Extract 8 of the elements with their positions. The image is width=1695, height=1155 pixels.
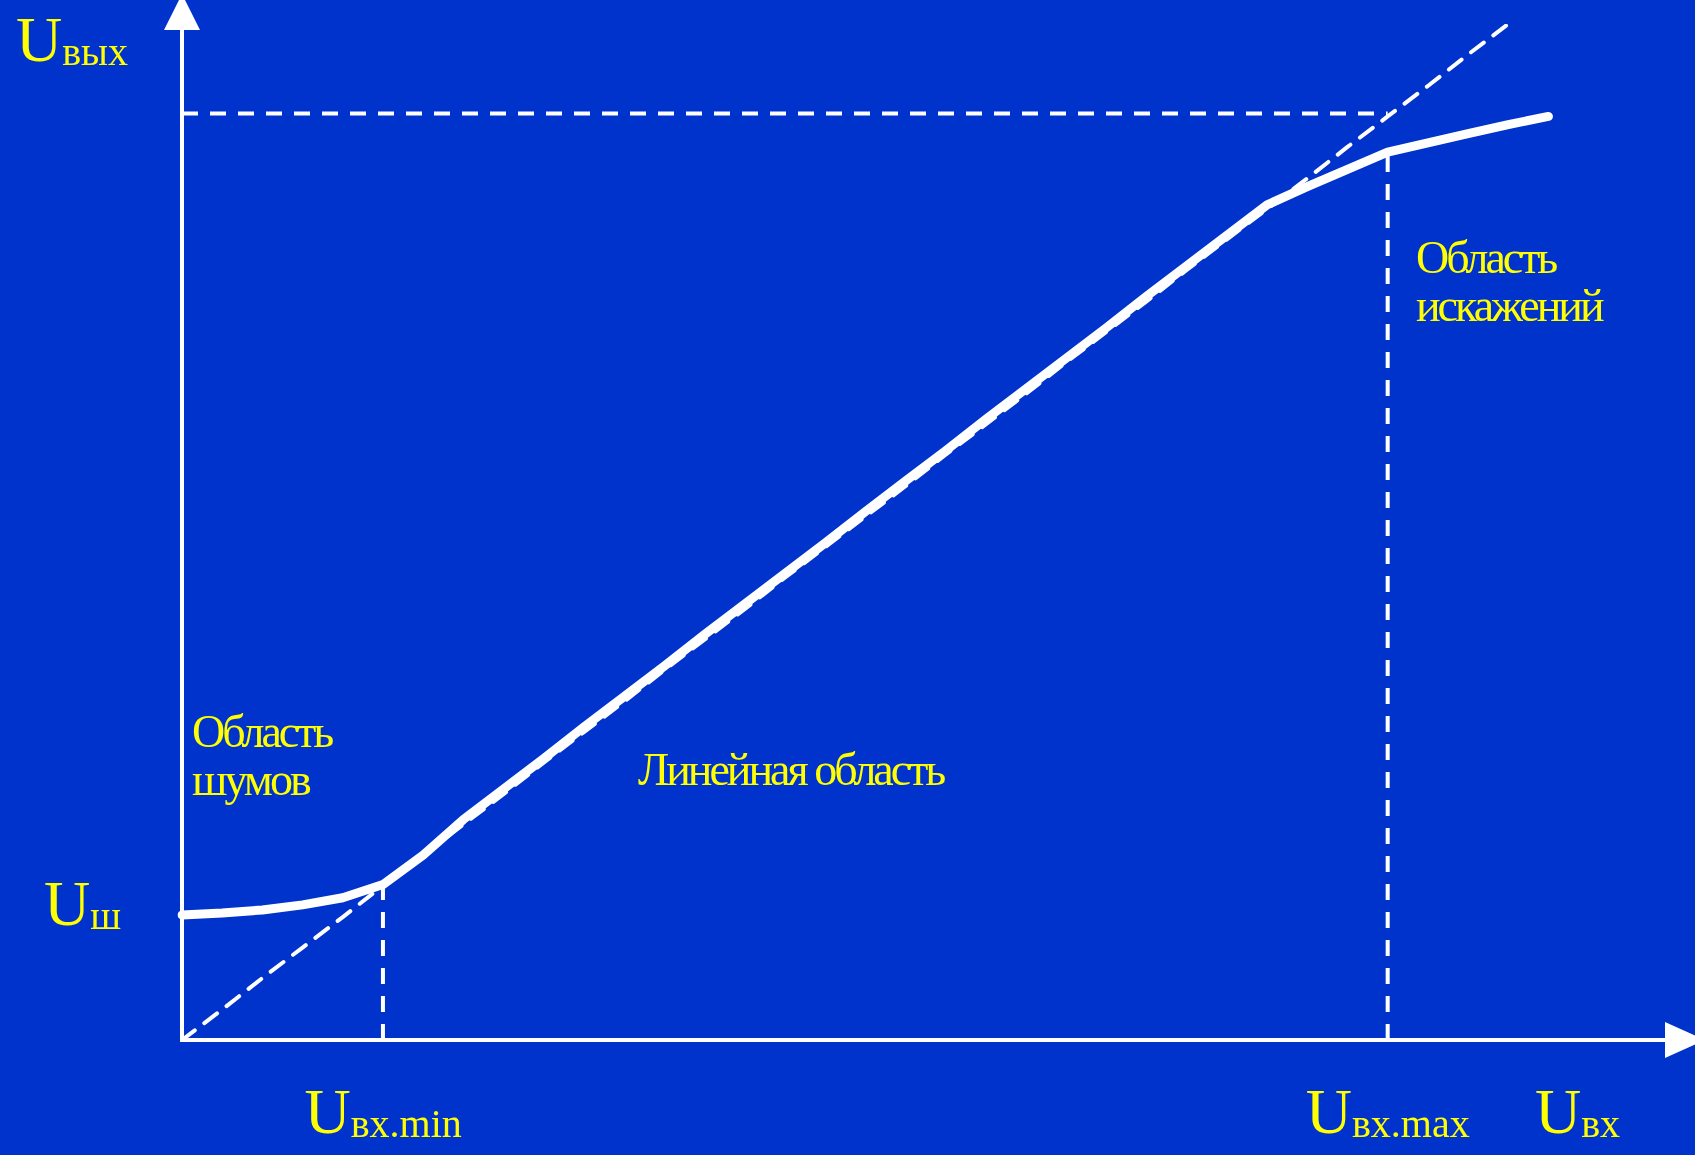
x-tick-label: U$_{вх.min}$ [304,1076,462,1147]
x-tick-label: U$_{вх.max}$ [1305,1076,1470,1147]
annotation: Линейная область [638,744,945,795]
text: U$_{ш}$ [44,868,122,939]
x-axis-title: U$_{вх}$ [1535,1076,1621,1147]
annotation: Область искажений [1416,232,1604,332]
y-axis-title: U$_{вых}$ [16,4,128,75]
annotation: Область шумов [192,706,333,806]
